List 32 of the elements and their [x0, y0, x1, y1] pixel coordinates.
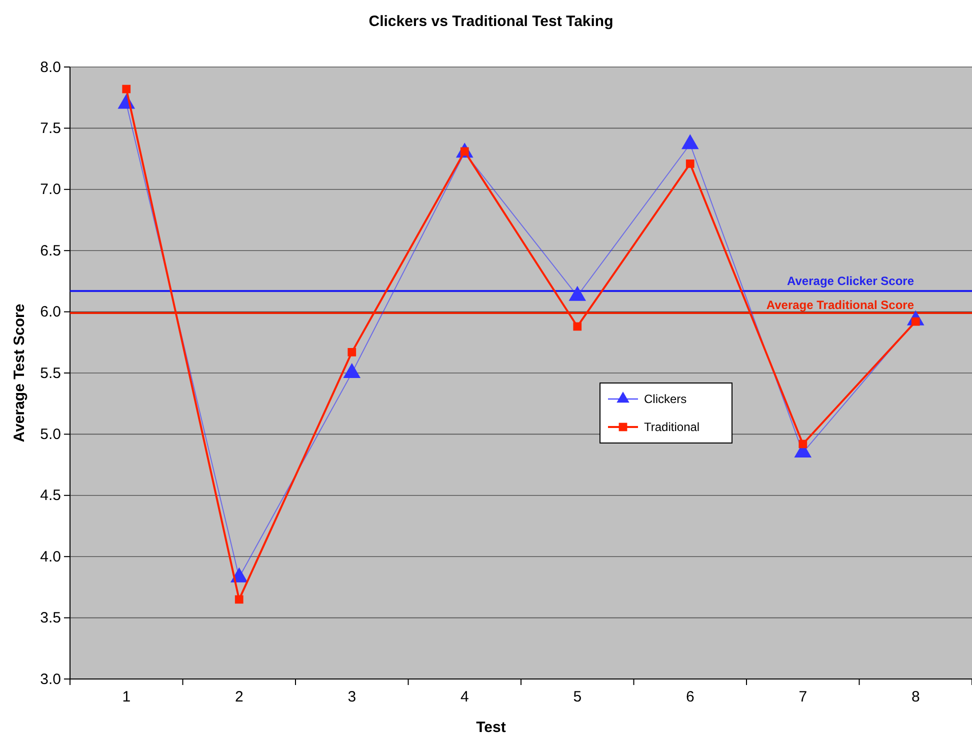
x-tick-label: 4	[460, 688, 469, 706]
point	[568, 286, 586, 301]
x-axis-title: Test	[476, 719, 506, 736]
ref-line-label: Average Traditional Score	[766, 298, 914, 312]
y-tick-label: 8.0	[40, 58, 61, 76]
y-tick-label: 6.5	[40, 242, 61, 260]
point	[681, 134, 699, 150]
x-tick-label: 3	[348, 688, 356, 706]
y-tick-label: 3.0	[40, 670, 61, 688]
legend-label: Clickers	[644, 392, 687, 406]
y-tick-label: 7.0	[40, 181, 61, 198]
x-tick-label: 7	[798, 688, 808, 706]
y-tick-label: 5.0	[40, 426, 61, 443]
x-tick-label: 1	[122, 688, 131, 706]
x-tick-label: 2	[234, 688, 244, 706]
y-axis-title: Average Test Score	[11, 304, 28, 442]
point	[348, 348, 356, 356]
ref-line-label: Average Clicker Score	[787, 274, 914, 288]
point	[573, 322, 582, 331]
legend-label: Traditional	[644, 420, 700, 434]
point	[798, 440, 808, 448]
chart-title: Clickers vs Traditional Test Taking	[368, 13, 614, 30]
y-tick-label: 7.5	[40, 120, 61, 137]
y-tick-label: 4.0	[40, 548, 61, 566]
y-tick-label: 6.0	[40, 304, 61, 321]
y-tick-label: 4.5	[40, 487, 61, 504]
x-tick-label: 5	[573, 688, 582, 706]
x-tick-label: 8	[911, 688, 920, 706]
y-tick-label: 3.5	[40, 610, 61, 627]
y-tick-label: 5.5	[40, 364, 61, 382]
point	[234, 595, 244, 604]
x-tick-label: 6	[686, 688, 694, 706]
